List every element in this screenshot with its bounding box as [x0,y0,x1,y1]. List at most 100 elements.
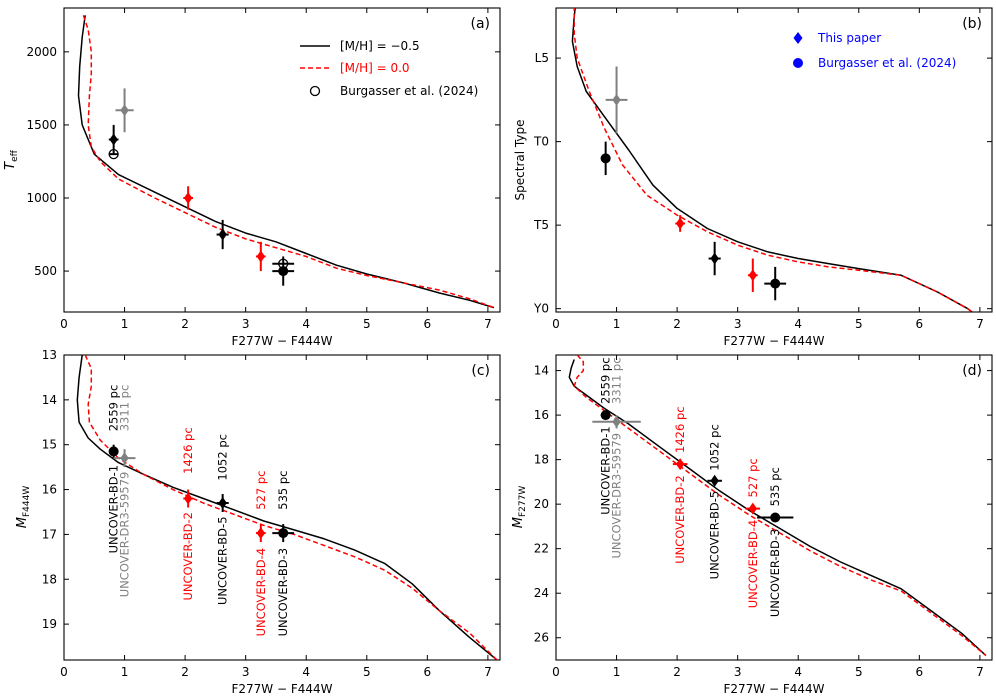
annotation-label: 1426 pc [673,406,687,453]
plot-frame [63,354,501,661]
data-point-circle [278,528,289,539]
series-line-mh-0 [82,15,495,309]
data-point-circle [770,278,781,289]
data-point-circle [600,153,611,164]
legend-entry-this-paper: This paper [817,31,881,45]
panel-label: (b) [962,16,982,32]
data-point-diamond [612,415,621,428]
series-line-mh-0 [573,355,987,657]
y-axis-label: MF444W [15,486,32,529]
x-tick-label: 6 [916,317,924,331]
data-point-open-circle [108,149,119,160]
x-tick-label: 6 [424,317,432,331]
legend-entry-mh-minus05: [M/H] = −0.5 [340,39,420,53]
y-tick-label: 14 [534,364,549,378]
series-line-mh-0 [84,355,498,660]
plot-frame [555,354,993,661]
data-point-diamond [748,269,758,282]
x-tick-label: 1 [121,317,129,331]
model-curves [76,355,498,660]
series-line-mh-0 [573,8,974,312]
x-tick-label: 2 [673,317,681,331]
y-tick-label: Y0 [533,302,549,316]
panel-b: 01234567L0L5T0T5Y0 (b) F277W − F444W Spe… [513,7,993,348]
data-points [108,88,295,286]
data-point-circle [600,410,611,421]
series-line-mh-minus05 [77,15,495,309]
x-tick-label: 4 [794,665,802,679]
annotation-label: UNCOVER-BD-3 [276,548,290,637]
model-curves [571,8,974,312]
x-tick-label: 1 [613,665,621,679]
x-tick-label: 0 [552,665,560,679]
annotation-label: UNCOVER-DR3-59579 [610,433,624,559]
y-tick-label: 19 [42,617,57,631]
y-tick-label: 13 [42,348,57,362]
y-tick-label: 18 [534,453,549,467]
x-tick-label: 0 [60,665,68,679]
data-point-diamond [675,217,685,230]
x-tick-label: 3 [734,665,742,679]
y-tick-label: 26 [534,631,549,645]
x-tick-label: 2 [673,665,681,679]
axis-ticks: 0 1 2 3 4 5 6 7 14 16 18 20 22 24 26 [534,355,992,679]
axis-ticks: 0 1 2 3 4 5 6 7 500 1000 1500 2000 [26,8,500,331]
x-tick-label: 7 [484,317,492,331]
model-curves [568,355,987,657]
y-tick-label: T0 [533,135,549,149]
data-point-diamond [183,492,193,505]
legend-entry-burgasser: Burgasser et al. (2024) [818,56,956,70]
data-point-diamond [183,192,193,204]
x-tick-label: 7 [976,317,984,331]
annotation-label: 527 pc [746,458,760,497]
model-curves [77,15,495,309]
x-axis-label: F277W − F444W [723,682,824,696]
annotation-label: UNCOVER-BD-2 [181,512,195,601]
data-points [108,444,295,543]
annotation-label: 1426 pc [181,427,195,474]
x-tick-label: 5 [363,665,371,679]
annotation-label: 535 pc [768,467,782,506]
y-tick-label: L5 [535,51,549,65]
x-tick-label: 0 [552,317,560,331]
y-tick-label: 16 [534,408,549,422]
data-point-diamond [748,502,758,515]
y-tick-label: 500 [34,264,57,278]
data-point-diamond [710,474,719,487]
plot-frame [63,7,501,313]
legend-entry-burgasser: Burgasser et al. (2024) [340,84,478,98]
x-tick-label: 4 [302,317,310,331]
y-tick-label: 16 [42,483,57,497]
x-tick-label: 3 [734,317,742,331]
panel-label: (d) [962,363,982,379]
data-point-circle [108,446,119,457]
axis-ticks: 0 1 2 3 4 5 6 7 13 14 15 16 17 18 19 [42,348,500,679]
plot-frame [555,7,993,313]
data-points [592,410,794,523]
data-point-circle [278,266,289,277]
annotation-label: UNCOVER-BD-1 [107,465,121,554]
annotation-label: UNCOVER-BD-1 [599,426,613,515]
x-axis-label: F277W − F444W [231,682,332,696]
y-axis-label: MF277W [511,486,528,529]
x-tick-label: 4 [302,665,310,679]
annotation-label: 3311 pc [118,385,132,432]
legend: This paper Burgasser et al. (2024) [793,31,956,70]
annotation-label: UNCOVER-BD-2 [673,475,687,564]
y-tick-label: 1000 [26,191,57,205]
legend-open-circle-icon [309,85,321,97]
data-point-diamond [218,497,227,510]
data-point-circle [770,512,781,523]
y-tick-label: T5 [533,218,549,232]
annotation-label: 527 pc [254,471,268,510]
y-tick-label: 22 [534,542,549,556]
annotation-label: UNCOVER-BD-4 [254,548,268,637]
data-point-diamond [612,93,621,106]
y-tick-label: 17 [42,527,57,541]
data-point-diamond [120,452,129,465]
x-tick-label: 1 [121,665,129,679]
